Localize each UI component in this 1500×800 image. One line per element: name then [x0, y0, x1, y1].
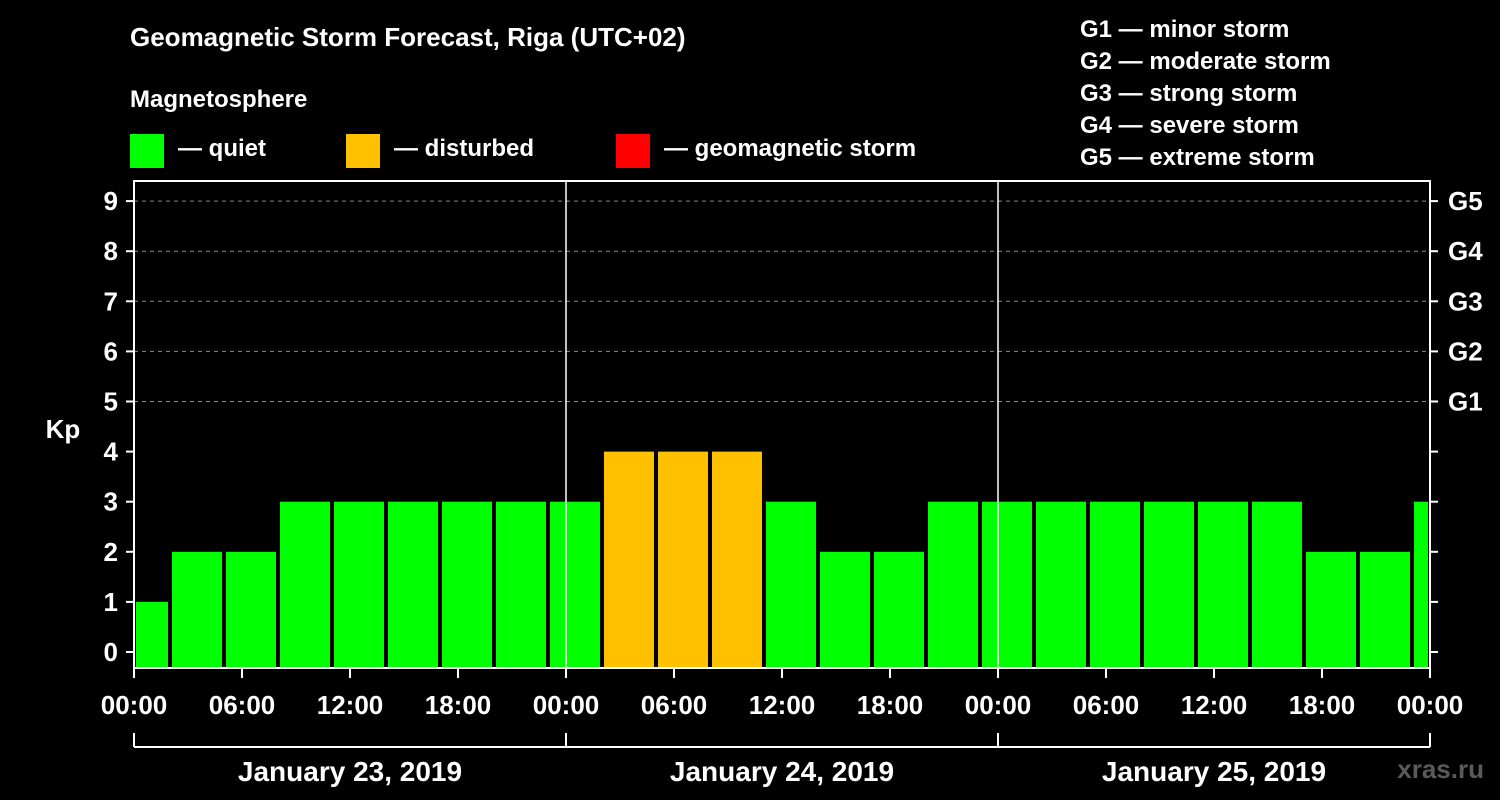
- day-label-2: January 25, 2019: [1102, 756, 1326, 787]
- storm-scale-legend: G1 — minor storm G2 — moderate storm G3 …: [1080, 14, 1331, 174]
- kp-bar-15: [928, 501, 978, 668]
- legend-disturbed: — disturbed: [346, 134, 534, 168]
- y-tick-label-6: 6: [104, 336, 118, 366]
- legend-storm-label: — geomagnetic storm: [664, 135, 917, 162]
- g-label-g2: G2: [1448, 336, 1483, 366]
- x-tick-label-1: 06:00: [209, 690, 276, 720]
- x-tick-label-8: 00:00: [965, 690, 1032, 720]
- legend-storm-swatch: [616, 134, 650, 168]
- kp-bar-23: [1360, 551, 1410, 668]
- g-label-g5: G5: [1448, 186, 1483, 216]
- g-label-g1: G1: [1448, 387, 1483, 417]
- kp-bar-19: [1144, 501, 1194, 668]
- legend-storm: — geomagnetic storm: [616, 134, 916, 168]
- y-tick-label-5: 5: [104, 387, 118, 417]
- g-label-g3: G3: [1448, 286, 1483, 316]
- kp-bar-10: [658, 451, 708, 668]
- storm-scale-g3: G3 — strong storm: [1080, 80, 1298, 107]
- storm-scale-g5: G5 — extreme storm: [1080, 144, 1315, 171]
- storm-scale-g4: G4 — severe storm: [1080, 112, 1299, 139]
- kp-bar-11: [712, 451, 762, 668]
- kp-bar-12: [766, 501, 816, 668]
- x-tick-label-9: 06:00: [1073, 690, 1140, 720]
- g-label-g4: G4: [1448, 236, 1483, 266]
- y-tick-label-7: 7: [104, 286, 118, 316]
- y-tick-label-3: 3: [104, 487, 118, 517]
- x-tick-label-12: 00:00: [1397, 690, 1464, 720]
- x-tick-label-3: 18:00: [425, 690, 492, 720]
- y-tick-label-8: 8: [104, 236, 118, 266]
- y-tick-label-0: 0: [104, 637, 118, 667]
- kp-bar-4: [334, 501, 384, 668]
- kp-bar-13: [820, 551, 870, 668]
- y-tick-label-2: 2: [104, 537, 118, 567]
- x-tick-label-4: 00:00: [533, 690, 600, 720]
- kp-bar-8: [550, 501, 600, 668]
- kp-bar-9: [604, 451, 654, 668]
- watermark: xras.ru: [1397, 754, 1484, 784]
- legend-quiet: — quiet: [130, 134, 266, 168]
- kp-bar-2: [226, 551, 276, 668]
- magnetosphere-title: Magnetosphere: [130, 86, 308, 113]
- kp-bar-16: [982, 501, 1032, 668]
- kp-bar-24: [1414, 501, 1428, 668]
- kp-bar-21: [1252, 501, 1302, 668]
- y-tick-label-1: 1: [104, 587, 118, 617]
- x-tick-label-5: 06:00: [641, 690, 708, 720]
- kp-bar-22: [1306, 551, 1356, 668]
- kp-bar-20: [1198, 501, 1248, 668]
- y-axis-label: Kp: [46, 414, 81, 444]
- day-label-0: January 23, 2019: [238, 756, 462, 787]
- y-tick-label-9: 9: [104, 186, 118, 216]
- storm-scale-g2: G2 — moderate storm: [1080, 48, 1331, 75]
- kp-bar-17: [1036, 501, 1086, 668]
- legend-disturbed-label: — disturbed: [394, 135, 535, 162]
- x-tick-label-2: 12:00: [317, 690, 384, 720]
- y-tick-label-4: 4: [104, 437, 119, 467]
- kp-bar-14: [874, 551, 924, 668]
- x-tick-label-7: 18:00: [857, 690, 924, 720]
- legend-quiet-label: — quiet: [178, 135, 266, 162]
- day-label-1: January 24, 2019: [670, 756, 894, 787]
- x-tick-label-10: 12:00: [1181, 690, 1248, 720]
- kp-bar-18: [1090, 501, 1140, 668]
- kp-bar-6: [442, 501, 492, 668]
- kp-bar-0: [136, 601, 168, 668]
- x-tick-label-0: 00:00: [101, 690, 168, 720]
- x-tick-label-11: 18:00: [1289, 690, 1356, 720]
- storm-scale-g1: G1 — minor storm: [1080, 16, 1290, 43]
- x-tick-label-6: 12:00: [749, 690, 816, 720]
- chart-title: Geomagnetic Storm Forecast, Riga (UTC+02…: [130, 22, 686, 52]
- kp-bar-5: [388, 501, 438, 668]
- kp-bar-3: [280, 501, 330, 668]
- legend-disturbed-swatch: [346, 134, 380, 168]
- kp-bar-1: [172, 551, 222, 668]
- legend-quiet-swatch: [130, 134, 164, 168]
- kp-bar-7: [496, 501, 546, 668]
